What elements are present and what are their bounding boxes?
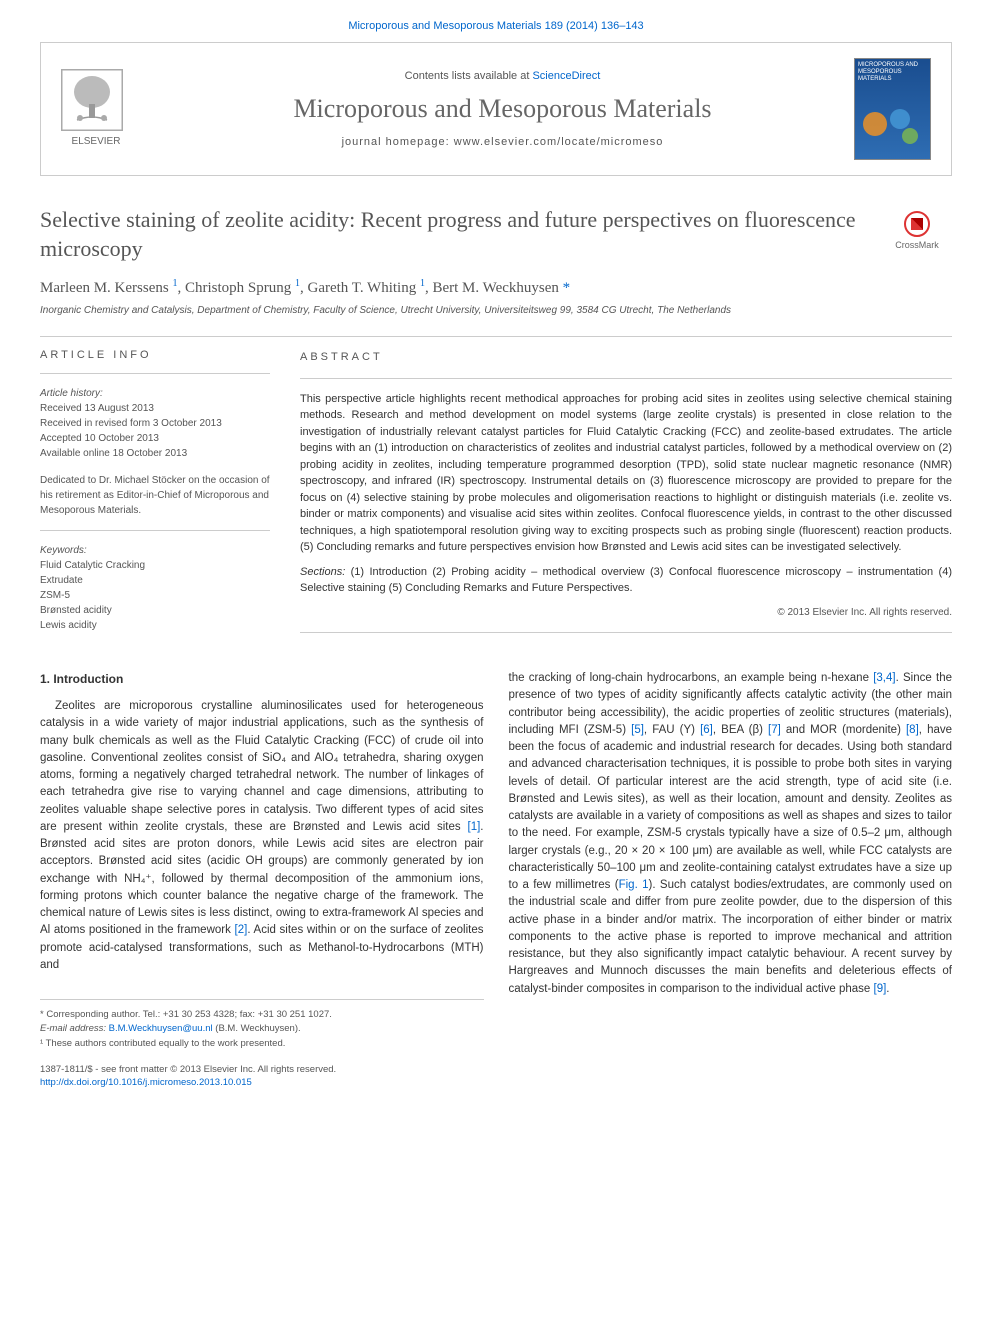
email-suffix: (B.M. Weckhuysen). xyxy=(213,1023,301,1034)
sections-text: (1) Introduction (2) Probing acidity – m… xyxy=(300,566,952,595)
journal-citation: Microporous and Mesoporous Materials 189… xyxy=(40,20,952,32)
doi-link[interactable]: http://dx.doi.org/10.1016/j.micromeso.20… xyxy=(40,1077,252,1088)
history-label: Article history: xyxy=(40,386,270,401)
article-info-column: ARTICLE INFO Article history: Received 1… xyxy=(40,349,270,645)
history-received: Received 13 August 2013 xyxy=(40,401,270,416)
keywords-label: Keywords: xyxy=(40,543,270,558)
homepage-prefix: journal homepage: xyxy=(342,136,454,148)
contents-available: Contents lists available at ScienceDirec… xyxy=(151,70,854,82)
author-note-1: ¹ These authors contributed equally to t… xyxy=(40,1037,484,1051)
history-revised: Received in revised form 3 October 2013 xyxy=(40,416,270,431)
crossmark-label: CrossMark xyxy=(895,240,939,250)
corresponding-author: * Corresponding author. Tel.: +31 30 253… xyxy=(40,1008,484,1022)
email-label: E-mail address: xyxy=(40,1023,109,1034)
affiliation: Inorganic Chemistry and Catalysis, Depar… xyxy=(40,305,952,316)
journal-cover-thumbnail: MICROPOROUS AND MESOPOROUS MATERIALS xyxy=(854,58,931,160)
divider xyxy=(40,530,270,531)
journal-header: ELSEVIER Contents lists available at Sci… xyxy=(40,42,952,176)
abstract-heading: ABSTRACT xyxy=(300,349,952,366)
abstract-sections: Sections: (1) Introduction (2) Probing a… xyxy=(300,564,952,597)
intro-paragraph-1: Zeolites are microporous crystalline alu… xyxy=(40,698,484,974)
cover-title: MICROPOROUS AND MESOPOROUS MATERIALS xyxy=(855,59,930,87)
authors-list: Marleen M. Kerssens 1, Christoph Sprung … xyxy=(40,278,952,297)
email-link[interactable]: B.M.Weckhuysen@uu.nl xyxy=(109,1023,213,1034)
abstract-text: This perspective article highlights rece… xyxy=(300,391,952,556)
issn-line: 1387-1811/$ - see front matter © 2013 El… xyxy=(40,1063,952,1076)
history-online: Available online 18 October 2013 xyxy=(40,446,270,461)
keyword: ZSM-5 xyxy=(40,588,270,603)
footer-notes: * Corresponding author. Tel.: +31 30 253… xyxy=(40,999,484,1051)
body-column-left: 1. Introduction Zeolites are microporous… xyxy=(40,670,484,1051)
intro-paragraph-2: the cracking of long-chain hydrocarbons,… xyxy=(509,670,953,998)
keyword: Lewis acidity xyxy=(40,618,270,633)
body-column-right: the cracking of long-chain hydrocarbons,… xyxy=(509,670,953,1051)
cover-graphic-icon xyxy=(855,94,930,154)
homepage-url: www.elsevier.com/locate/micromeso xyxy=(454,136,664,148)
divider xyxy=(300,632,952,633)
keyword: Brønsted acidity xyxy=(40,603,270,618)
dedication: Dedicated to Dr. Michael Stöcker on the … xyxy=(40,473,270,518)
divider xyxy=(300,378,952,379)
journal-homepage: journal homepage: www.elsevier.com/locat… xyxy=(151,136,854,148)
elsevier-tree-icon xyxy=(61,69,123,131)
keyword: Extrudate xyxy=(40,573,270,588)
divider xyxy=(40,336,952,337)
article-info-heading: ARTICLE INFO xyxy=(40,349,270,361)
sections-label: Sections: xyxy=(300,566,345,578)
abstract-copyright: © 2013 Elsevier Inc. All rights reserved… xyxy=(300,605,952,620)
divider xyxy=(40,373,270,374)
footer-bottom: 1387-1811/$ - see front matter © 2013 El… xyxy=(40,1063,952,1090)
crossmark-badge[interactable]: CrossMark xyxy=(882,211,952,250)
body-text: 1. Introduction Zeolites are microporous… xyxy=(40,670,952,1051)
crossmark-icon xyxy=(904,211,930,237)
history-accepted: Accepted 10 October 2013 xyxy=(40,431,270,446)
email-line: E-mail address: B.M.Weckhuysen@uu.nl (B.… xyxy=(40,1022,484,1036)
abstract-column: ABSTRACT This perspective article highli… xyxy=(300,349,952,645)
keyword: Fluid Catalytic Cracking xyxy=(40,558,270,573)
section-1-heading: 1. Introduction xyxy=(40,670,484,688)
contents-prefix: Contents lists available at xyxy=(405,70,533,82)
journal-name: Microporous and Mesoporous Materials xyxy=(151,94,854,124)
publisher-name: ELSEVIER xyxy=(61,136,131,147)
elsevier-logo: ELSEVIER xyxy=(61,69,131,149)
sciencedirect-link[interactable]: ScienceDirect xyxy=(532,70,600,82)
article-title: Selective staining of zeolite acidity: R… xyxy=(40,206,952,263)
